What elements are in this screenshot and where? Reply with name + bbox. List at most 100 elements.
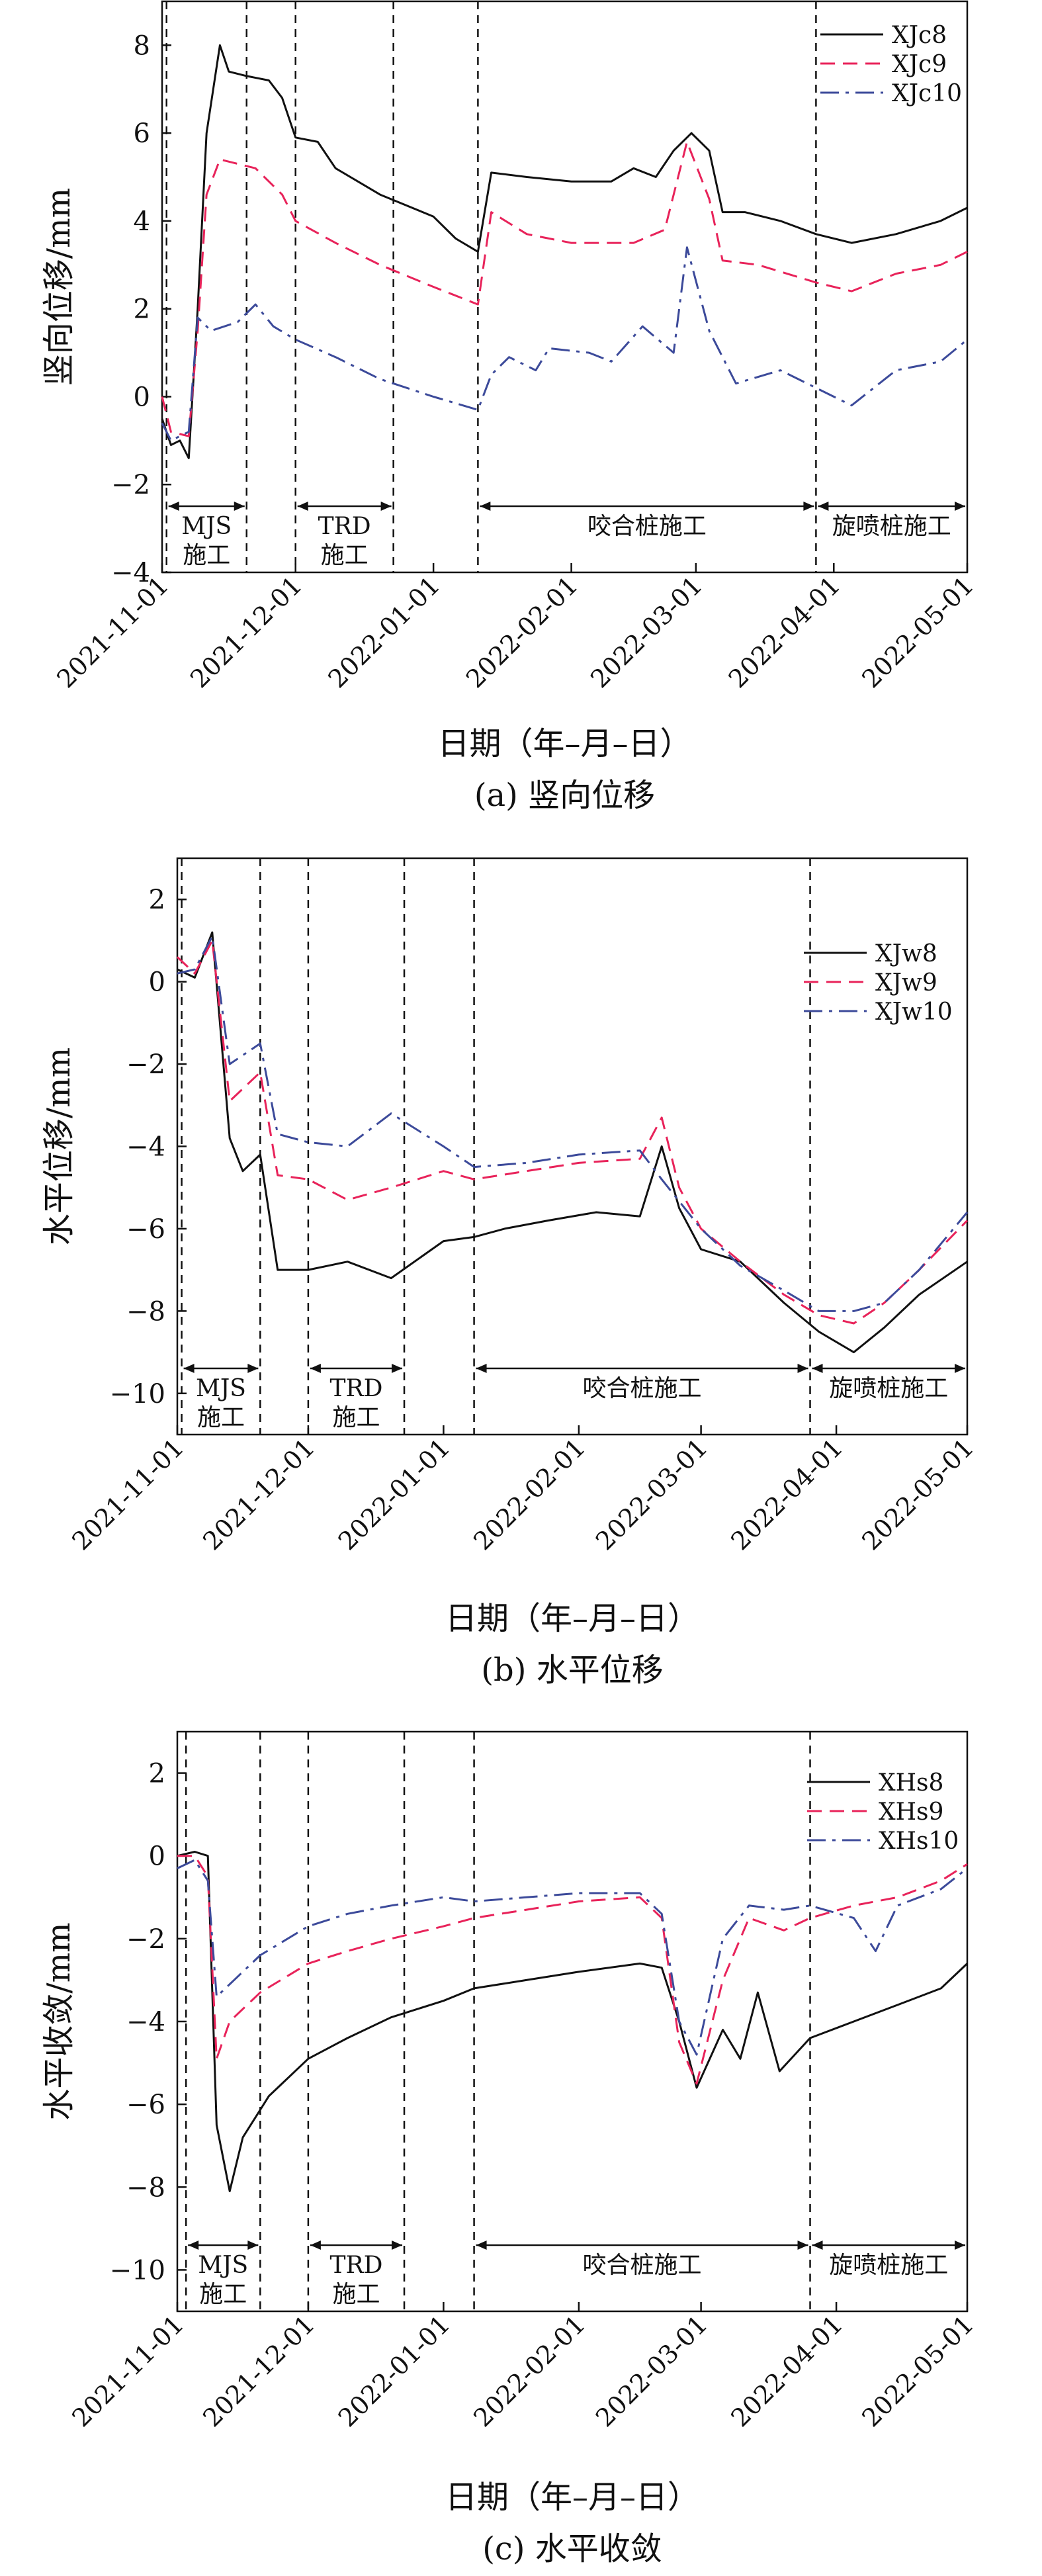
x-tick-label: 2022-04-01 xyxy=(725,1433,848,1556)
y-tick-label: −4 xyxy=(126,1132,165,1163)
plot-frame xyxy=(176,857,969,1436)
plot-frame xyxy=(176,1730,969,2313)
y-tick-label: 6 xyxy=(134,118,150,149)
phase-arrow-right-head xyxy=(380,502,392,511)
phase-arrow-left-head xyxy=(297,502,308,511)
series-line-XHs9 xyxy=(177,1855,968,2085)
y-tick-label: −8 xyxy=(126,1296,165,1327)
series-line-XJw9 xyxy=(176,939,969,1325)
phase-label: 咬合桩施工 xyxy=(583,2252,702,2279)
chart-caption: (b) 水平位移 xyxy=(481,1652,663,1689)
phase-label: 施工 xyxy=(183,542,230,569)
phase-label: 施工 xyxy=(199,2281,247,2308)
phase-label: MJS xyxy=(196,1375,246,1402)
phase-arrow-left-head xyxy=(818,502,829,511)
x-tick-label: 2022-03-01 xyxy=(590,2309,713,2432)
phase-label: MJS xyxy=(198,2252,248,2279)
series-line-XJw8 xyxy=(177,931,968,1354)
legend-label: XHs9 xyxy=(879,1799,943,1826)
y-tick-label: 0 xyxy=(149,967,165,998)
phase-arrow-left-head xyxy=(812,2241,823,2250)
y-tick-label: −4 xyxy=(126,2007,165,2037)
legend-label: XJc10 xyxy=(892,80,962,107)
phase-arrow-right-head xyxy=(247,1364,259,1373)
phase-arrow-left-head xyxy=(188,2241,199,2250)
y-tick-label: 4 xyxy=(134,206,150,237)
phase-label: TRD xyxy=(329,1375,382,1402)
phase-label: 施工 xyxy=(332,2281,380,2308)
series-line-XHs10 xyxy=(177,1859,968,2056)
legend-label: XJc9 xyxy=(892,51,947,78)
legend-label: XHs10 xyxy=(879,1828,959,1855)
phase-arrow-right-head xyxy=(247,2241,259,2250)
y-axis-label: 水平收敛/mm xyxy=(40,1922,77,2120)
y-tick-label: 0 xyxy=(134,382,150,412)
phase-arrow-right-head xyxy=(955,2241,965,2250)
x-tick-label: 2022-01-01 xyxy=(333,1433,456,1556)
x-tick-label: 2022-05-01 xyxy=(856,570,979,693)
chart-panel-3: −10 −8 −6 −4 −2 0 2 2021-11-01 2021-12-01 2022-01… xyxy=(40,1730,979,2567)
phase-arrow-left-head xyxy=(812,1364,823,1373)
series-line-XJc9 xyxy=(161,140,968,437)
x-axis-label: 日期（年–月–日） xyxy=(445,1600,699,1637)
y-axis-label: 竖向位移/mm xyxy=(40,188,77,386)
phase-arrow-right-head xyxy=(392,2241,403,2250)
chart-caption: (c) 水平收敛 xyxy=(482,2530,662,2567)
y-tick-label: 2 xyxy=(149,1759,165,1789)
phase-arrow-left-head xyxy=(480,502,491,511)
y-tick-label: −8 xyxy=(126,2172,165,2203)
y-axis-label: 水平位移/mm xyxy=(40,1047,77,1245)
phase-label: 咬合桩施工 xyxy=(587,513,707,540)
x-tick-label: 2021-12-01 xyxy=(185,570,308,693)
x-tick-label: 2022-03-01 xyxy=(590,1433,713,1556)
phase-label: 施工 xyxy=(332,1404,380,1431)
phase-label: TRD xyxy=(329,2252,382,2279)
x-tick-label: 2022-04-01 xyxy=(723,570,846,693)
phase-label: 旋喷桩施工 xyxy=(829,1375,948,1402)
y-tick-label: −10 xyxy=(110,1379,165,1409)
phase-label: 旋喷桩施工 xyxy=(829,2252,948,2279)
series-line-XJc8 xyxy=(161,44,968,459)
phase-label: 施工 xyxy=(321,542,369,569)
phase-arrow-left-head xyxy=(310,2241,321,2250)
series-line-XHs8 xyxy=(177,1851,969,2192)
y-tick-label: −10 xyxy=(110,2255,165,2286)
phase-arrow-left-head xyxy=(183,1364,195,1373)
series-line-XJc10 xyxy=(161,246,968,442)
phase-arrow-right-head xyxy=(803,502,814,511)
plot-frame xyxy=(161,0,969,574)
x-tick-label: 2021-11-01 xyxy=(51,570,174,693)
phase-arrow-right-head xyxy=(955,502,965,511)
legend-label: XJw8 xyxy=(875,940,937,967)
phase-label: MJS xyxy=(181,513,232,540)
chart-panel-2: −10 −8 −6 −4 −2 0 2 2021-11-01 2021-12-01 2022-01… xyxy=(40,857,979,1689)
legend-label: XJw9 xyxy=(875,969,937,997)
phase-arrow-right-head xyxy=(392,1364,403,1373)
x-tick-label: 2022-05-01 xyxy=(856,2309,979,2432)
x-axis-label: 日期（年–月–日） xyxy=(437,725,691,762)
x-tick-label: 2022-02-01 xyxy=(468,1433,591,1556)
x-axis-label: 日期（年–月–日） xyxy=(445,2479,699,2516)
y-tick-label: 8 xyxy=(134,30,150,61)
x-tick-label: 2022-01-01 xyxy=(333,2309,456,2432)
phase-arrow-right-head xyxy=(234,502,245,511)
legend-label: XJw10 xyxy=(875,999,953,1026)
phase-arrow-left-head xyxy=(476,1364,487,1373)
y-tick-label: −2 xyxy=(126,1049,165,1080)
phase-arrow-left-head xyxy=(310,1364,321,1373)
y-tick-label: −2 xyxy=(111,470,150,500)
x-tick-label: 2022-02-01 xyxy=(460,570,584,693)
y-tick-label: −2 xyxy=(126,1924,165,1955)
legend-label: XHs8 xyxy=(879,1769,943,1797)
x-tick-label: 2021-12-01 xyxy=(197,1433,320,1556)
phase-arrow-right-head xyxy=(797,2241,808,2250)
y-tick-label: −6 xyxy=(126,2090,165,2120)
y-tick-label: 2 xyxy=(149,885,165,915)
x-tick-label: 2022-03-01 xyxy=(585,570,708,693)
x-tick-label: 2022-05-01 xyxy=(856,1433,979,1556)
y-tick-label: 2 xyxy=(134,294,150,325)
phase-arrow-left-head xyxy=(476,2241,487,2250)
x-tick-label: 2022-02-01 xyxy=(468,2309,591,2432)
phase-label: 施工 xyxy=(197,1404,245,1431)
